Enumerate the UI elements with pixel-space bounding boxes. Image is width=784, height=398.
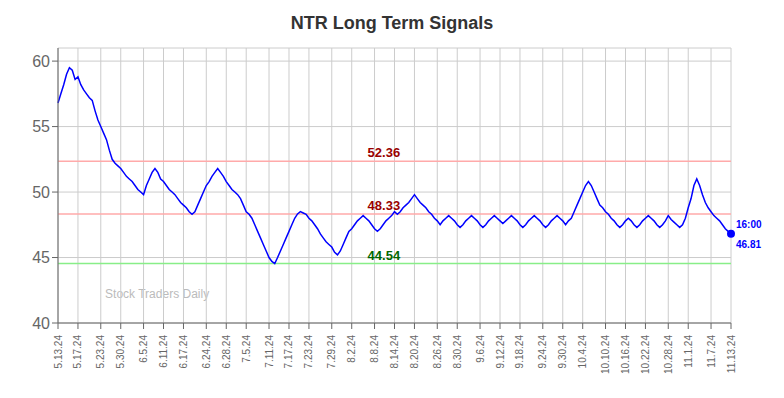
svg-text:11.7.24: 11.7.24 (706, 335, 717, 368)
svg-text:7.5.24: 7.5.24 (241, 335, 252, 363)
svg-text:55: 55 (32, 118, 50, 135)
svg-text:9.30.24: 9.30.24 (557, 335, 568, 369)
svg-text:6.5.24: 6.5.24 (138, 335, 149, 363)
svg-text:11.1.24: 11.1.24 (683, 335, 694, 368)
svg-text:5.23.24: 5.23.24 (95, 335, 106, 369)
svg-text:10.4.24: 10.4.24 (577, 335, 588, 369)
svg-text:6.17.24: 6.17.24 (178, 335, 189, 369)
svg-text:40: 40 (32, 315, 50, 332)
svg-text:46.81: 46.81 (736, 239, 761, 250)
svg-text:8.26.24: 8.26.24 (432, 335, 443, 369)
svg-text:48.33: 48.33 (368, 198, 401, 213)
svg-text:7.17.24: 7.17.24 (283, 335, 294, 369)
svg-text:8.30.24: 8.30.24 (452, 335, 463, 369)
svg-text:9.6.24: 9.6.24 (475, 335, 486, 363)
svg-text:7.11.24: 7.11.24 (264, 335, 275, 368)
svg-text:52.36: 52.36 (368, 145, 401, 160)
svg-text:11.13.24: 11.13.24 (726, 335, 737, 374)
svg-text:7.29.24: 7.29.24 (326, 335, 337, 369)
svg-text:10.10.24: 10.10.24 (600, 335, 611, 374)
svg-text:44.54: 44.54 (368, 248, 401, 263)
svg-text:5.17.24: 5.17.24 (72, 335, 83, 369)
svg-text:6.28.24: 6.28.24 (221, 335, 232, 369)
svg-text:50: 50 (32, 184, 50, 201)
svg-text:10.28.24: 10.28.24 (663, 335, 674, 374)
svg-text:8.14.24: 8.14.24 (389, 335, 400, 369)
svg-text:8.8.24: 8.8.24 (369, 335, 380, 363)
svg-text:10.16.24: 10.16.24 (620, 335, 631, 374)
html-text:Stock Traders Daily: Stock Traders Daily (105, 287, 210, 301)
svg-text:5.13.24: 5.13.24 (53, 335, 64, 369)
svg-text:6.24.24: 6.24.24 (201, 335, 212, 369)
svg-text:10.22.24: 10.22.24 (640, 335, 651, 374)
html-text:NTR Long Term Signals: NTR Long Term Signals (290, 13, 494, 33)
svg-text:60: 60 (32, 53, 50, 70)
svg-text:5.30.24: 5.30.24 (115, 335, 126, 369)
svg-text:9.12.24: 9.12.24 (495, 335, 506, 369)
svg-text:7.23.24: 7.23.24 (303, 335, 314, 369)
svg-text:9.18.24: 9.18.24 (514, 335, 525, 369)
svg-text:45: 45 (32, 249, 50, 266)
svg-text:8.2.24: 8.2.24 (346, 335, 357, 363)
svg-text:6.11.24: 6.11.24 (158, 335, 169, 368)
svg-text:16:00: 16:00 (736, 219, 762, 230)
svg-text:8.20.24: 8.20.24 (409, 335, 420, 369)
svg-text:9.24.24: 9.24.24 (537, 335, 548, 369)
